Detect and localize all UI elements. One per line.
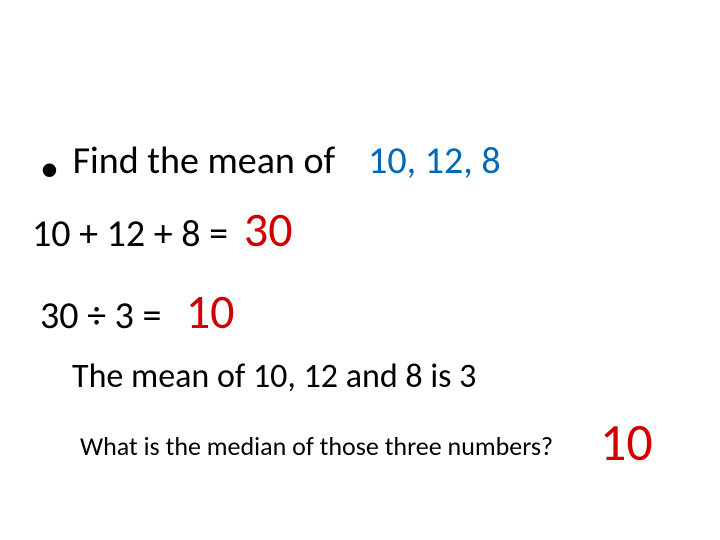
divide-expression: 30 ÷ 3 = — [40, 293, 161, 339]
line-divide: 30 ÷ 3 = 10 — [40, 282, 235, 341]
sum-result: 30 — [244, 200, 293, 259]
values-text: 10, 12, 8 — [368, 138, 500, 184]
question-text: What is the median of those three number… — [80, 430, 553, 462]
sum-expression: 10 + 12 + 8 = — [32, 211, 228, 257]
bullet-icon: • — [40, 146, 59, 192]
prompt-text: Find the mean of — [73, 138, 336, 184]
spacer — [232, 211, 241, 257]
median-answer: 10 — [600, 410, 653, 474]
answer-text: 10 — [600, 410, 653, 474]
line-question: What is the median of those three number… — [80, 430, 553, 462]
line-conclusion: The mean of 10, 12 and 8 is 3 — [72, 356, 476, 397]
line-sum: 10 + 12 + 8 = 30 — [32, 200, 293, 259]
spacer — [339, 138, 365, 184]
slide: • Find the mean of 10, 12, 8 10 + 12 + 8… — [0, 0, 720, 540]
line-find-mean: • Find the mean of 10, 12, 8 — [40, 138, 501, 192]
spacer — [165, 293, 182, 339]
conclusion-text: The mean of 10, 12 and 8 is 3 — [72, 356, 476, 397]
divide-result: 10 — [186, 282, 235, 341]
